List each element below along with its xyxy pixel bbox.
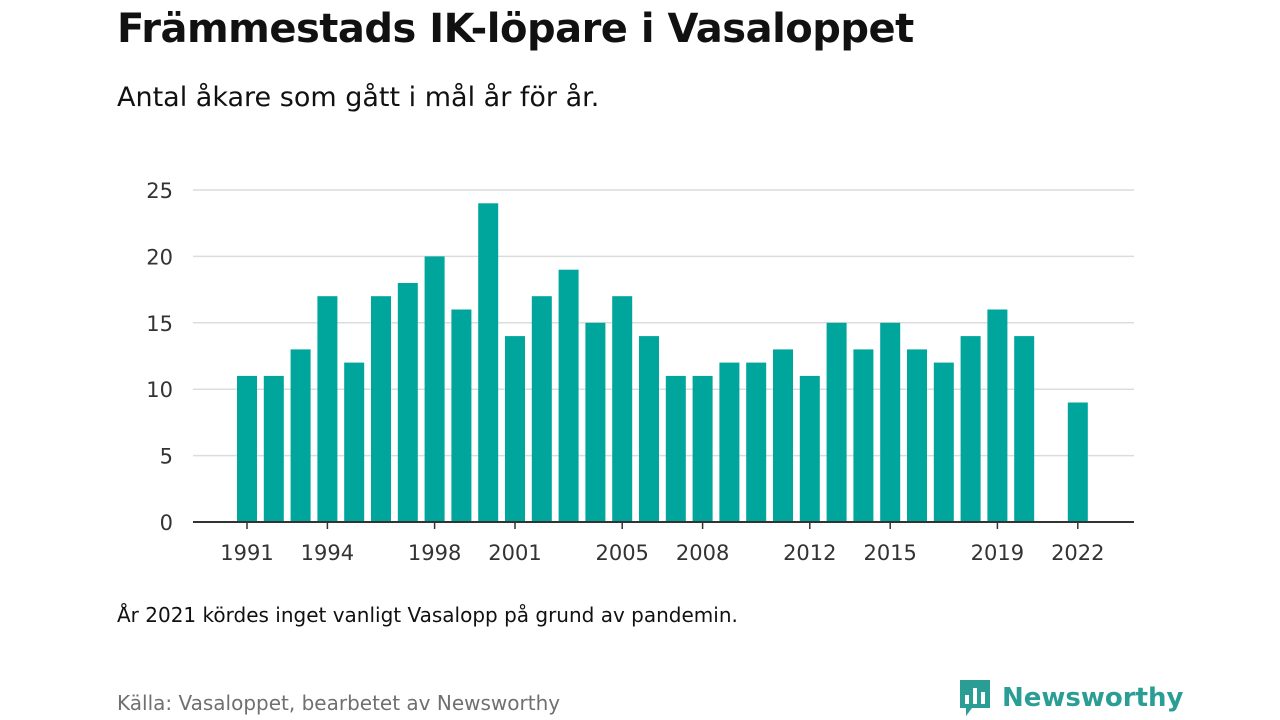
bar-2002 (531, 296, 552, 522)
x-tick-label: 2008 (676, 541, 729, 565)
source-text: Källa: Vasaloppet, bearbetet av Newswort… (117, 691, 561, 715)
bar-2005 (612, 296, 633, 522)
bar-chart-speech-icon (960, 680, 990, 716)
bar-2008 (692, 375, 713, 522)
bar-1997 (397, 283, 418, 522)
bar-2016 (907, 349, 927, 522)
x-tick-label: 2001 (488, 541, 541, 565)
bar-2020 (1014, 336, 1035, 522)
y-tick-label: 10 (146, 378, 173, 402)
chart-note: År 2021 kördes inget vanligt Vasalopp på… (117, 603, 738, 627)
bar-2022 (1067, 402, 1088, 522)
bar-1992 (263, 375, 284, 522)
brand-name: Newsworthy (1002, 683, 1184, 713)
bar-1995 (344, 362, 365, 522)
x-tick-label: 1991 (220, 541, 273, 565)
bar-1994 (317, 296, 338, 522)
y-tick-label: 15 (146, 312, 173, 336)
bar-1998 (424, 256, 445, 522)
x-tick-label: 2015 (863, 541, 916, 565)
y-tick-label: 20 (146, 245, 173, 269)
bar-2004 (585, 322, 606, 522)
bar-2010 (746, 362, 767, 522)
bar-2018 (960, 336, 981, 522)
x-tick-label: 1994 (301, 541, 354, 565)
x-tick-label: 1998 (408, 541, 461, 565)
y-tick-label: 5 (160, 445, 173, 469)
bar-chart: 0 5 10 15 20 25 1991 1994 1998 2001 2005 2008 2012 20… (146, 179, 1134, 565)
bar-2003 (558, 269, 579, 522)
bar-2000 (478, 203, 499, 523)
bar-2015 (880, 322, 901, 522)
x-tick-label: 2022 (1051, 541, 1104, 565)
bar-1993 (290, 349, 311, 522)
bar-2013 (826, 322, 847, 522)
y-tick-label: 25 (146, 179, 173, 203)
bar-2011 (773, 349, 793, 522)
y-tick-label: 0 (160, 511, 173, 535)
bar-2007 (665, 375, 686, 522)
x-tick-label: 2005 (595, 541, 648, 565)
brand-logo: Newsworthy (958, 678, 1183, 718)
x-tick-label: 2019 (971, 541, 1024, 565)
bar-1999 (451, 309, 472, 522)
bar-2001 (505, 336, 525, 522)
bar-1991 (237, 375, 257, 522)
chart-subtitle: Antal åkare som gått i mål år för år. (117, 82, 600, 113)
bar-2017 (933, 362, 954, 522)
bar-2006 (639, 336, 659, 522)
bar-2019 (987, 309, 1008, 522)
chart-title: Främmestads IK-löpare i Vasaloppet (117, 6, 914, 52)
bar-2012 (799, 375, 820, 522)
bar-2009 (719, 362, 740, 522)
bar-1996 (371, 296, 391, 522)
bar-2014 (853, 349, 874, 522)
x-tick-label: 2012 (783, 541, 836, 565)
